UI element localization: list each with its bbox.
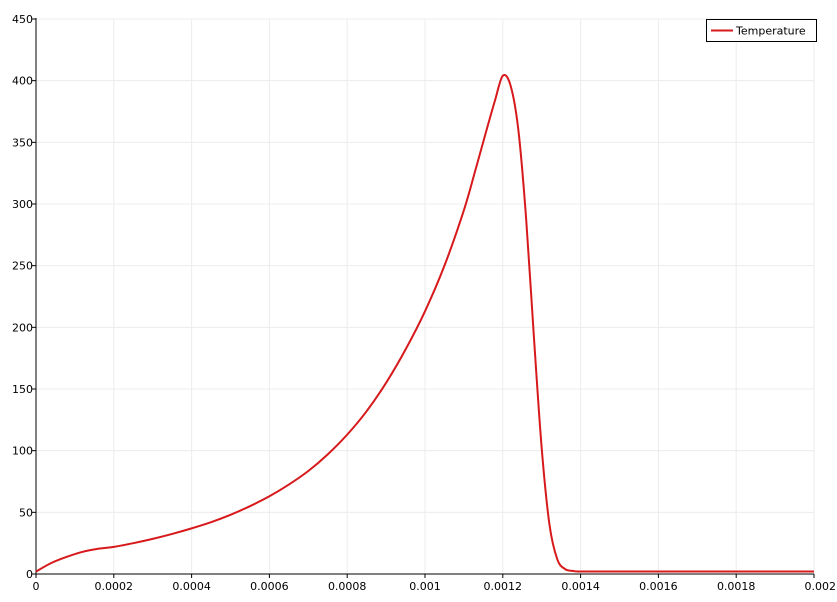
y-tick-label: 350 — [12, 136, 33, 149]
series-line-temperature — [35, 73, 814, 573]
x-tick-label: 0.0002 — [95, 580, 134, 593]
y-tick-label: 200 — [12, 321, 33, 334]
x-tick-label: 0.0006 — [250, 580, 289, 593]
y-tick-label: 400 — [12, 75, 33, 88]
x-tick-label: 0.0008 — [328, 580, 367, 593]
legend-box — [706, 19, 817, 42]
grid-lines — [36, 18, 815, 574]
x-tick-label: 0.0004 — [172, 580, 211, 593]
y-tick-label: 300 — [12, 198, 33, 211]
legend-label-temperature: Temperature — [735, 25, 806, 38]
y-tick-label: 100 — [12, 445, 33, 458]
series-layer — [35, 73, 814, 573]
x-tick-label: 0.002 — [805, 580, 837, 593]
x-tick-label: 0 — [33, 580, 40, 593]
y-tick-label: 250 — [12, 260, 33, 273]
x-tick-label: 0.0014 — [561, 580, 600, 593]
x-tick-label: 0.0012 — [484, 580, 523, 593]
y-tick-label: 50 — [19, 506, 33, 519]
y-tick-label: 450 — [12, 13, 33, 26]
x-tick-label: 0.0016 — [639, 580, 678, 593]
tick-labels: 0 0.0002 0.0004 0.0006 0.0008 0.001 0.0012 0.00… — [12, 13, 836, 593]
x-tick-label: 0.0018 — [717, 580, 756, 593]
legend: Temperature — [706, 19, 817, 42]
x-tick-label: 0.001 — [409, 580, 441, 593]
y-tick-label: 150 — [12, 383, 33, 396]
y-tick-label: 0 — [26, 568, 33, 581]
